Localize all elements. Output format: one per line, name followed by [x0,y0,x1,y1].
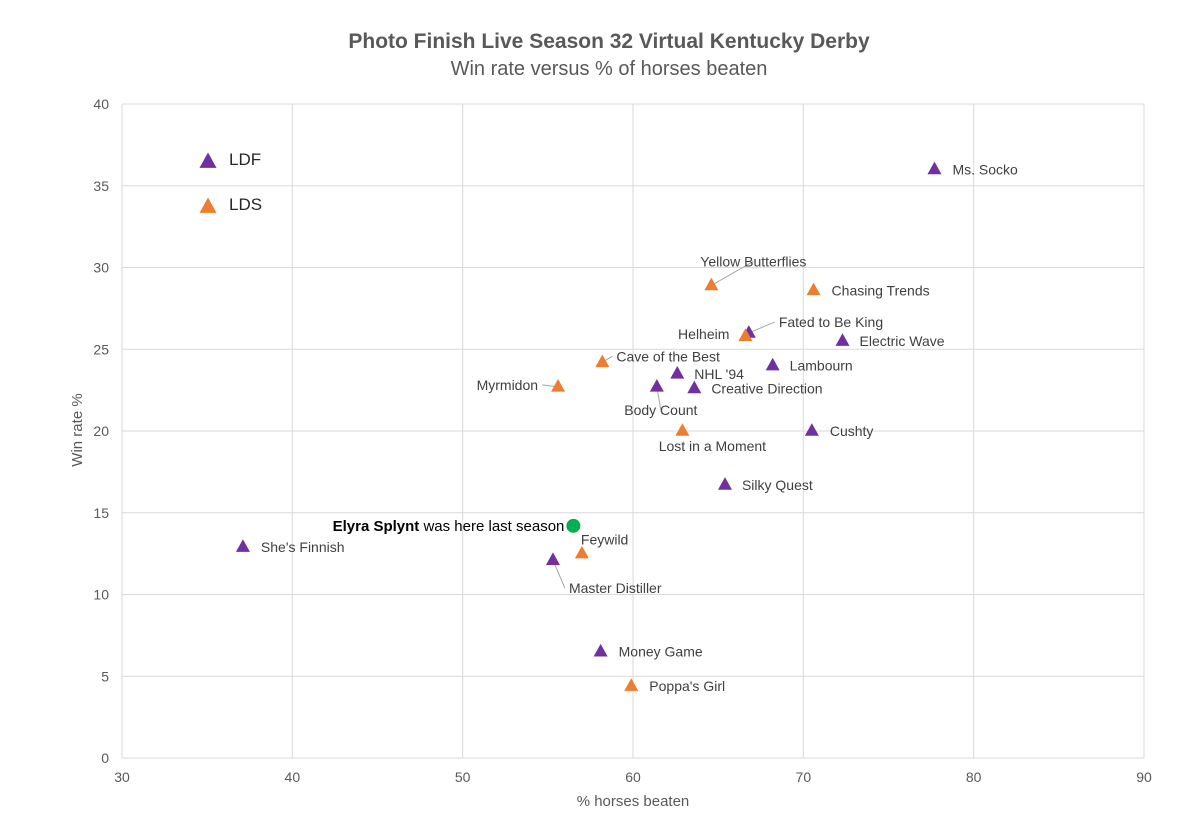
point-label: Electric Wave [860,333,945,349]
data-point-ldf [927,161,942,175]
x-tick-label: 90 [1136,769,1152,785]
data-point-lds [738,328,753,341]
x-tick-label: 50 [455,769,471,785]
data-point-ldf [593,643,608,657]
annotation-text: was here last season [419,518,564,535]
point-label: Money Game [619,644,703,660]
point-label: Poppa's Girl [649,678,725,694]
data-point-lds [551,379,566,392]
y-tick-label: 25 [93,341,109,357]
x-tick-label: 80 [966,769,982,785]
point-label: Body Count [624,402,697,418]
y-tick-label: 0 [101,750,109,766]
point-label: She's Finnish [261,539,345,555]
y-tick-label: 30 [93,260,109,276]
x-tick-label: 30 [114,769,130,785]
point-label: Ms. Socko [952,161,1018,177]
point-label: Cave of the Best [616,348,720,364]
data-point-ldf [545,552,560,565]
x-axis-label: % horses beaten [577,793,690,810]
data-point-ldf [649,379,664,392]
legend-label: LDF [229,150,261,169]
x-tick-label: 70 [796,769,812,785]
y-tick-label: 5 [101,668,109,684]
data-point-lds [574,545,589,559]
data-point-ldf [235,539,250,552]
legend-label: LDS [229,195,262,214]
point-label: Creative Direction [711,380,822,396]
y-tick-label: 10 [93,587,109,603]
leader-line [711,261,754,286]
point-label: NHL '94 [694,366,744,382]
x-tick-label: 60 [625,769,641,785]
data-points [235,161,942,691]
point-label: Helheim [678,326,729,342]
point-labels: Ms. Socko Fated to Be King Electric Wave La… [261,161,1018,694]
annotation-marker [566,518,581,533]
data-point-ldf [670,365,685,379]
x-tick-label: 40 [285,769,301,785]
data-point-ldf [804,423,819,436]
annotation-label: Elyra Splynt was here last season [333,518,565,535]
data-point-lds [806,282,821,296]
data-point-lds [624,678,639,691]
data-point-lds [675,423,690,436]
point-label: Lambourn [790,358,853,374]
legend-marker-ldf [199,152,217,168]
data-point-ldf [687,380,702,394]
point-label: Myrmidon [477,377,538,393]
point-label: Feywild [581,532,628,548]
point-label: Lost in a Moment [659,438,766,454]
data-point-lds [595,354,610,368]
y-tick-label: 35 [93,178,109,194]
y-axis-label: Win rate % [69,393,86,466]
point-label: Chasing Trends [832,282,930,298]
data-point-ldf [765,357,780,371]
point-label: Cushty [830,423,874,439]
annotation-bold-name: Elyra Splynt [333,518,420,535]
annotation: Elyra Splynt was here last season [333,518,581,535]
leader-lines [541,261,776,589]
tick-labels: 30 40 50 60 70 80 90 0 5 10 15 20 25 30 35 40 [93,96,1152,785]
chart-title: Photo Finish Live Season 32 Virtual Kent… [348,30,870,53]
data-point-lds [704,277,719,291]
legend: LDF LDS [199,150,262,214]
data-point-ldf [717,477,732,490]
y-tick-label: 40 [93,96,109,112]
point-label: Yellow Butterflies [700,253,806,269]
data-point-ldf [835,333,850,346]
y-tick-label: 15 [93,505,109,521]
point-label: Silky Quest [742,477,813,493]
point-label: Master Distiller [569,580,662,596]
legend-marker-lds [199,197,217,213]
gridlines [121,103,1145,759]
point-label: Fated to Be King [779,314,883,330]
leader-line [748,321,776,334]
chart-subtitle: Win rate versus % of horses beaten [450,58,768,80]
y-tick-label: 20 [93,423,109,439]
